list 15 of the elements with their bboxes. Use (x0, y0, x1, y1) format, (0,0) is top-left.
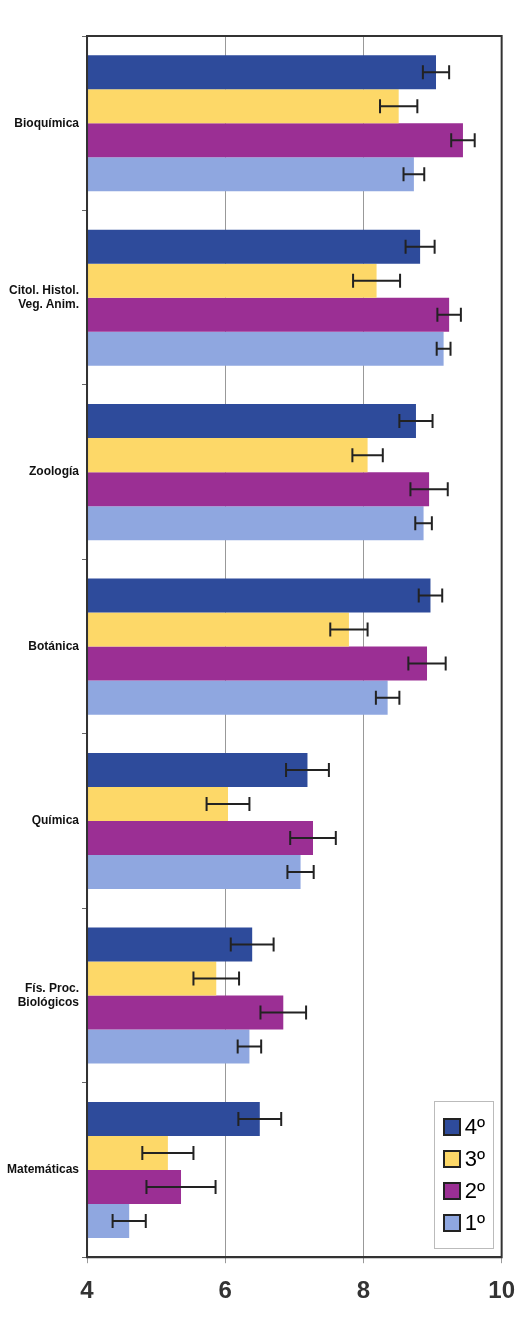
x-tick-label: 6 (218, 1276, 232, 1304)
legend-label: 3º (464, 1146, 485, 1173)
x-tick-label: 10 (488, 1276, 515, 1304)
legend-label: 4º (464, 1114, 485, 1141)
legend-label: 1º (464, 1210, 485, 1237)
y-tick-label: Matemáticas (6, 1162, 80, 1177)
y-tick-label: Citol. Histol. Veg. Anim. (9, 282, 80, 312)
x-tick-label: 4 (80, 1276, 95, 1304)
y-tick-label: Botánica (28, 638, 80, 653)
y-tick-label: Fís. Proc. Biológicos (17, 980, 80, 1010)
y-tick-label: Zoología (29, 464, 80, 479)
x-tick-label: 8 (356, 1276, 371, 1304)
y-tick-label: Química (31, 813, 80, 828)
legend-label: 2º (464, 1178, 485, 1205)
y-tick-label: Bioquímica (14, 115, 80, 130)
